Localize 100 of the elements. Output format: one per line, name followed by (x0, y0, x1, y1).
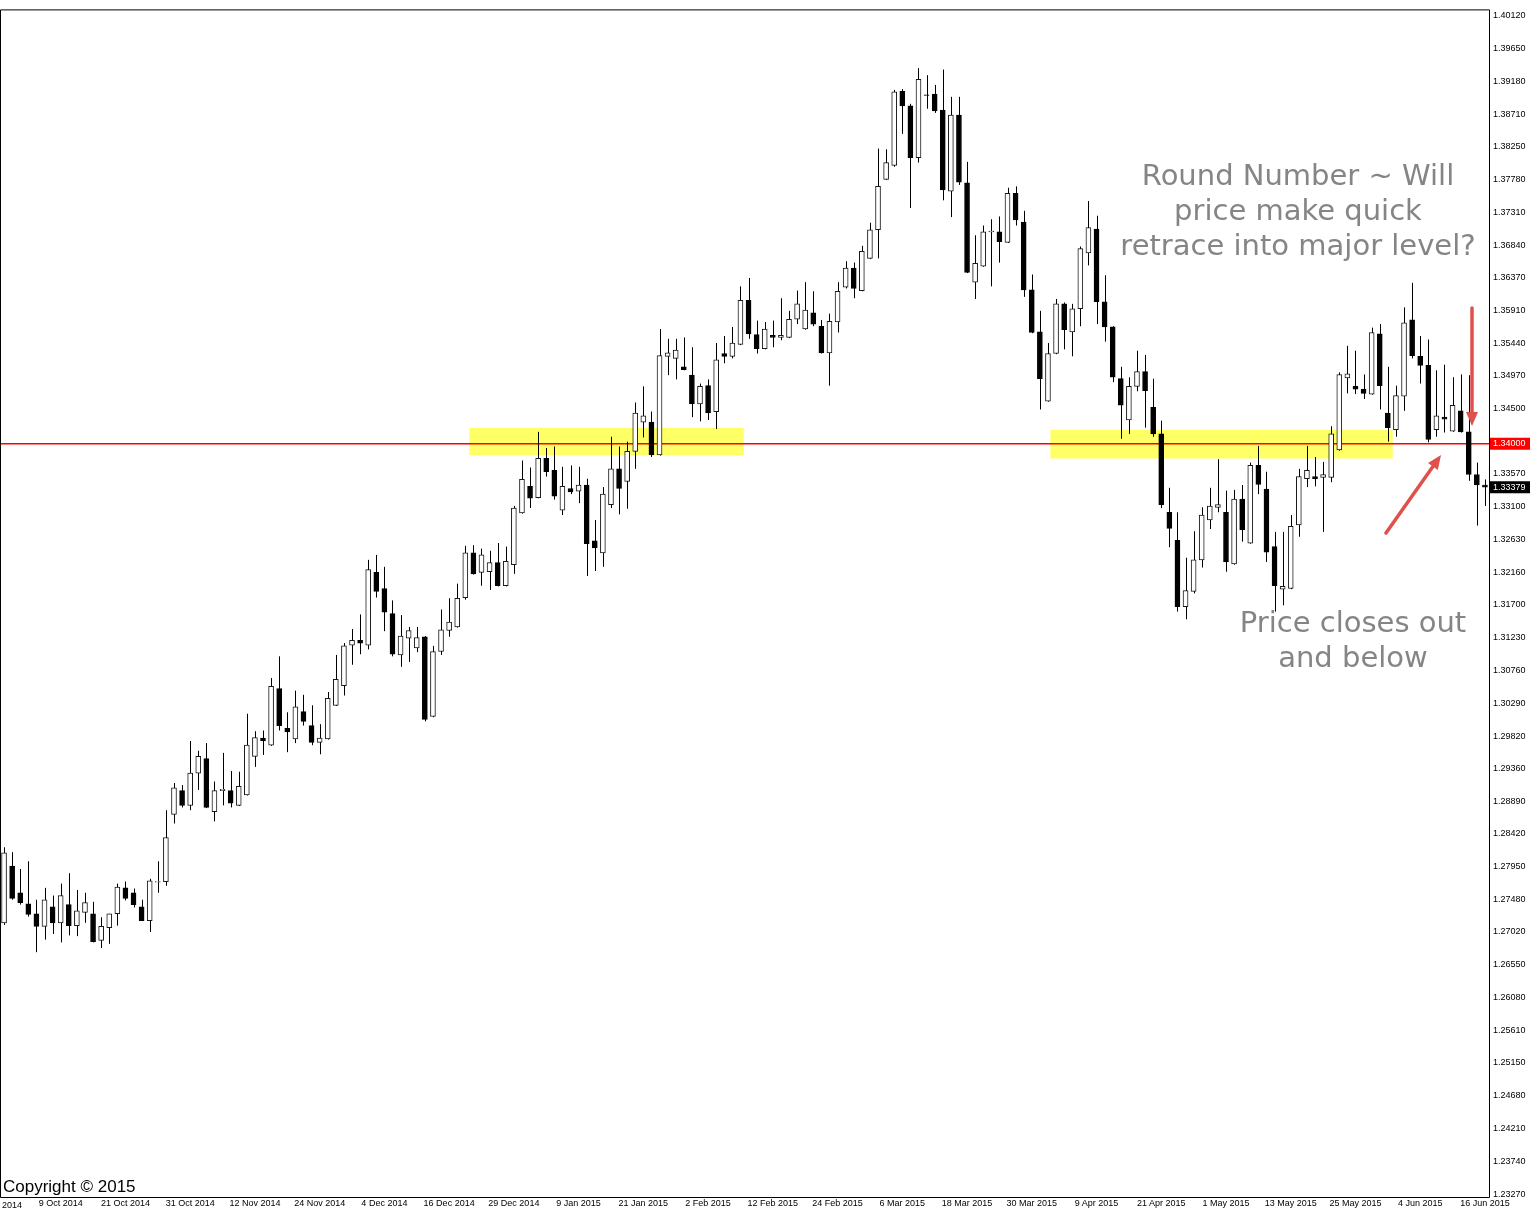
x-tick-label: 9 Oct 2014 (38, 1197, 83, 1208)
x-tick-label: 9 Apr 2015 (1074, 1197, 1119, 1208)
candlestick (98, 916, 104, 949)
y-tick-label: 1.23270 (1493, 1188, 1526, 1199)
y-tick-label: 1.38250 (1493, 140, 1526, 151)
y-tick-label: 1.26080 (1493, 992, 1526, 1003)
candlestick (235, 771, 242, 807)
x-tick-label: 30 Mar 2015 (1006, 1197, 1058, 1208)
y-tick-label: 1.27950 (1493, 861, 1526, 872)
candlestick (413, 626, 420, 653)
x-tick-label: 16 Dec 2014 (423, 1197, 475, 1208)
x-tick-label: 29 Dec 2014 (488, 1197, 540, 1208)
x-tick-label: 16 Jun 2015 (1460, 1197, 1510, 1208)
y-tick-label: 1.34970 (1493, 370, 1526, 381)
candlestick (591, 519, 598, 572)
y-tick-label: 1.35440 (1493, 337, 1526, 348)
x-tick-label: 31 Oct 2014 (165, 1197, 215, 1208)
x-tick-label: 1 May 2015 (1202, 1197, 1250, 1208)
annotation: Round Number ~ Will price make quick retrace into major level? (1120, 158, 1476, 263)
candlestick (850, 262, 857, 299)
candlestick (931, 84, 938, 114)
x-tick-label: 21 Jan 2015 (618, 1197, 669, 1208)
x-tick-label: 24 Nov 2014 (294, 1197, 346, 1208)
candlestick (1312, 456, 1318, 487)
candlestick (405, 626, 412, 663)
y-tick-label: 1.36840 (1493, 239, 1526, 250)
candlestick (1360, 373, 1367, 400)
candlestick (1304, 445, 1310, 488)
y-tick-label: 1.40120 (1493, 10, 1526, 21)
y-tick-label: 1.31230 (1493, 631, 1526, 642)
candlestick (988, 218, 995, 287)
y-tick-label: 1.25610 (1493, 1025, 1526, 1036)
candlestick (17, 868, 24, 906)
y-tick-label: 1.28420 (1493, 828, 1526, 839)
candlestick (1142, 354, 1148, 429)
candlestick (446, 597, 452, 638)
x-tick-label: 21 Apr 2015 (1136, 1197, 1186, 1208)
y-tick-label: 1.39180 (1493, 75, 1526, 86)
candlestick (1417, 335, 1424, 385)
candlestick (664, 338, 671, 376)
x-tick-label: 12 Nov 2014 (229, 1197, 281, 1208)
x-tick-label: 25 May 2015 (1329, 1197, 1382, 1208)
candlestick (25, 860, 32, 918)
y-tick-label: 1.25150 (1493, 1057, 1526, 1068)
candlestick (349, 628, 355, 666)
candlestick (1069, 303, 1076, 357)
ref-line-label: 1.34000 (1493, 438, 1526, 449)
candlestick (883, 148, 889, 181)
candlestick (769, 320, 776, 348)
x-tick-label: 24 Feb 2015 (812, 1197, 863, 1208)
y-tick-label: 1.36370 (1493, 272, 1526, 283)
candlestick (1344, 345, 1351, 394)
candlestick (810, 290, 817, 327)
candlestick (494, 542, 501, 587)
y-tick-label: 1.26550 (1493, 959, 1526, 970)
y-tick-label: 1.37780 (1493, 173, 1526, 184)
y-tick-label: 1.27020 (1493, 926, 1526, 937)
candlestick (794, 290, 800, 325)
y-tick-label: 1.32630 (1493, 534, 1526, 545)
y-tick-label: 1.39650 (1493, 43, 1526, 54)
candlestick (82, 892, 88, 924)
y-tick-label: 1.31700 (1493, 599, 1526, 610)
y-tick-label: 1.37310 (1493, 206, 1526, 217)
candlestick (616, 446, 622, 515)
y-tick-label: 1.33570 (1493, 468, 1526, 479)
annotation: Copyright © 2015 (3, 1177, 137, 1197)
candlestick (680, 336, 687, 371)
y-tick-label: 1.34500 (1493, 403, 1526, 414)
y-tick-label: 1.28890 (1493, 795, 1526, 806)
candlestick (786, 310, 792, 339)
candlestick (284, 711, 291, 753)
candlestick (672, 338, 679, 380)
candlestick (697, 383, 703, 422)
candlestick (179, 784, 185, 808)
y-tick-label: 1.24680 (1493, 1090, 1526, 1101)
candlestick (1441, 364, 1448, 434)
candlestick (527, 467, 533, 509)
candlestick (761, 321, 768, 350)
y-tick-label: 1.35910 (1493, 304, 1526, 315)
candlestick (721, 335, 728, 364)
candlestick (1457, 373, 1464, 434)
y-tick-label: 1.30760 (1493, 664, 1526, 675)
candlestick (502, 546, 509, 587)
candlestick (65, 872, 72, 936)
y-tick-label: 1.33100 (1493, 501, 1526, 512)
candlestick (1215, 458, 1221, 513)
y-tick-label: 1.29820 (1493, 730, 1526, 741)
x-tick-label: 21 Oct 2014 (100, 1197, 150, 1208)
y-tick-label: 1.24210 (1493, 1122, 1526, 1133)
x-tick-label: 13 May 2015 (1264, 1197, 1317, 1208)
y-tick-label: 1.32160 (1493, 566, 1526, 577)
text: 2014 (2, 1200, 23, 1210)
x-tick-label: 6 Mar 2015 (879, 1197, 926, 1208)
candlestick (1279, 531, 1286, 606)
candlestick (543, 447, 550, 478)
candlestick (1385, 366, 1391, 443)
candlestick (899, 88, 906, 135)
candlestick (1320, 461, 1326, 533)
candlestick (316, 723, 323, 755)
x-tick-label: 9 Jan 2015 (556, 1197, 601, 1208)
